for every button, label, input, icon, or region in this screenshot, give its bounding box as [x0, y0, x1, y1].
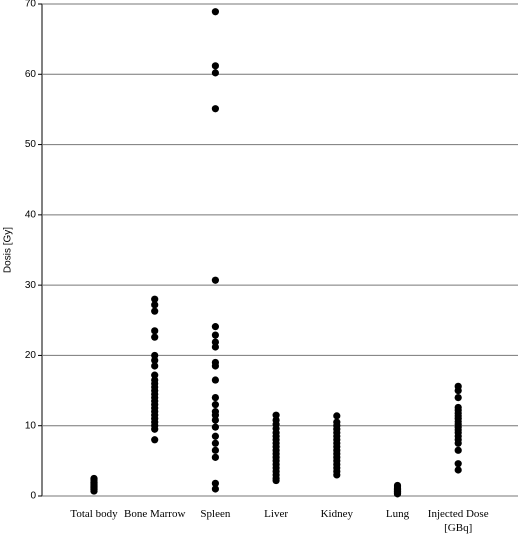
x-tick-label: Spleen — [200, 508, 231, 520]
y-tick-label: 10 — [25, 420, 37, 431]
dot — [454, 460, 462, 468]
y-tick-label: 40 — [25, 209, 37, 220]
x-tick-label: Injected Dose [GBq] — [427, 508, 489, 534]
x-tick-label: Lung — [385, 508, 410, 520]
dot — [272, 476, 280, 485]
dot — [272, 411, 280, 419]
dot — [211, 331, 219, 339]
dot — [454, 466, 462, 474]
dot — [151, 356, 159, 364]
x-tick-label: Total body — [70, 508, 118, 520]
dot — [211, 446, 219, 454]
dot — [211, 69, 219, 77]
dot — [211, 394, 219, 402]
dot — [211, 343, 219, 351]
dot — [211, 323, 219, 331]
dot — [211, 416, 219, 424]
dot — [211, 479, 219, 487]
dot — [393, 490, 402, 498]
dot — [211, 485, 219, 493]
dot — [333, 471, 341, 479]
dot — [151, 307, 159, 315]
dot — [454, 394, 462, 402]
y-axis-label: Dosis [Gy] — [3, 227, 14, 273]
y-tick-label: 50 — [25, 139, 37, 150]
x-tick-label: Kidney — [320, 508, 353, 520]
dot — [151, 333, 159, 341]
y-tick-label: 0 — [30, 491, 36, 502]
dot — [454, 386, 462, 395]
dot — [151, 362, 159, 370]
x-tick-label: Liver — [264, 508, 288, 520]
dot — [211, 432, 219, 440]
dot — [90, 474, 98, 483]
dot — [211, 362, 219, 370]
dot — [211, 453, 219, 461]
dot — [211, 105, 219, 113]
dot — [151, 371, 159, 379]
dot — [151, 436, 159, 444]
dot — [211, 401, 219, 409]
dot — [454, 446, 462, 454]
y-tick-label: 70 — [25, 0, 37, 10]
dot — [211, 8, 219, 16]
dot — [333, 412, 341, 420]
dot — [211, 411, 219, 419]
dot — [211, 439, 219, 447]
dot — [211, 276, 219, 284]
y-tick-label: 60 — [25, 69, 37, 80]
dot — [211, 423, 219, 431]
dot — [151, 351, 159, 360]
dot — [151, 425, 159, 433]
dot — [151, 327, 159, 335]
dot — [211, 338, 219, 346]
dot — [211, 376, 219, 384]
dot — [151, 295, 159, 303]
y-tick-label: 20 — [25, 350, 37, 361]
x-tick-label: Bone Marrow — [123, 508, 186, 520]
dot — [454, 439, 462, 447]
y-tick-label: 30 — [25, 280, 37, 291]
dot — [211, 62, 219, 70]
dot — [151, 301, 159, 309]
